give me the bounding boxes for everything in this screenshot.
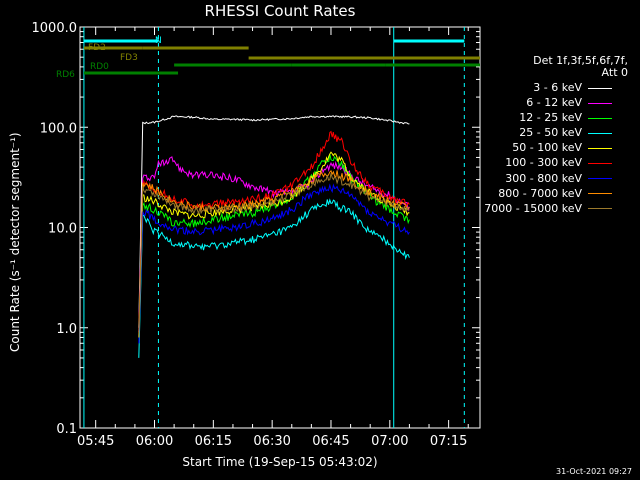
legend-entry: 800 - 7000 keV [484,186,612,200]
state-bar-label: RD0 [90,62,109,72]
x-tick-label: 06:00 [136,434,173,449]
x-tick-label: 06:30 [253,434,290,449]
x-tick-label: 06:15 [195,434,232,449]
series-line [138,151,410,338]
x-axis-label: Start Time (19-Sep-15 05:43:02) [182,455,378,469]
legend-label: 7000 - 15000 keV [484,201,582,215]
legend-swatch [588,132,612,134]
legend-swatch [588,87,612,89]
legend-entry: 3 - 6 keV [484,82,612,94]
x-tick-label: 06:45 [312,434,349,449]
legend-label: 300 - 800 keV [505,171,582,185]
x-tick-label: 07:00 [371,434,408,449]
state-bar-label: FD3 [120,53,138,63]
legend-swatch [588,208,612,210]
y-axis-label: Count Rate (s⁻¹ detector segment⁻¹) [8,132,22,352]
x-tick-label: 05:45 [77,434,114,449]
legend-label: 6 - 12 keV [526,96,582,110]
legend-label: 3 - 6 keV [533,81,582,94]
series-line [138,154,410,338]
series-line [138,183,410,344]
legend-label: 800 - 7000 keV [498,186,582,200]
legend-entry: 100 - 300 keV [484,157,612,169]
y-tick-label: 0.1 [56,422,77,437]
legend-swatch [588,162,612,164]
legend-swatch [588,178,612,180]
chart-title: RHESSI Count Rates [204,2,356,20]
state-bar-label: RD6 [56,70,75,80]
series-line [138,130,410,333]
legend-entry: 50 - 100 keV [484,142,612,154]
y-tick-label: 10.0 [48,222,77,237]
legend-label: 100 - 300 keV [505,156,582,170]
state-bar-label: FD2 [88,43,106,53]
legend-swatch [588,193,612,195]
state-bar-label: N [155,36,162,46]
footer-timestamp: 31-Oct-2021 09:27 [556,467,632,476]
legend-entry: 25 - 50 keV [484,127,612,139]
series-line [138,173,410,338]
legend-swatch [588,147,612,149]
legend-header-2: Att 0 [601,66,628,79]
legend-label: 50 - 100 keV [512,141,582,155]
legend-entry: 300 - 800 keV [484,171,612,185]
x-tick-label: 07:15 [430,434,467,449]
legend-header-1: Det 1f,3f,5f,6f,7f, [533,54,628,67]
y-tick-label: 100.0 [40,121,77,136]
legend-swatch [588,102,612,104]
y-tick-label: 1.0 [56,322,77,337]
legend-entry: 12 - 25 keV [484,112,612,124]
legend-label: 12 - 25 keV [519,111,582,125]
legend-swatch [588,117,612,119]
y-tick-label: 1000.0 [32,21,78,36]
legend-entry: 7000 - 15000 keV [484,201,612,215]
series-line [138,198,410,358]
legend: 3 - 6 keV 6 - 12 keV 12 - 25 keV 25 - 50 ke… [484,82,612,218]
legend-label: 25 - 50 keV [519,126,582,140]
plot-frame [79,26,481,429]
series-line [138,115,410,328]
legend-entry: 6 - 12 keV [484,97,612,109]
